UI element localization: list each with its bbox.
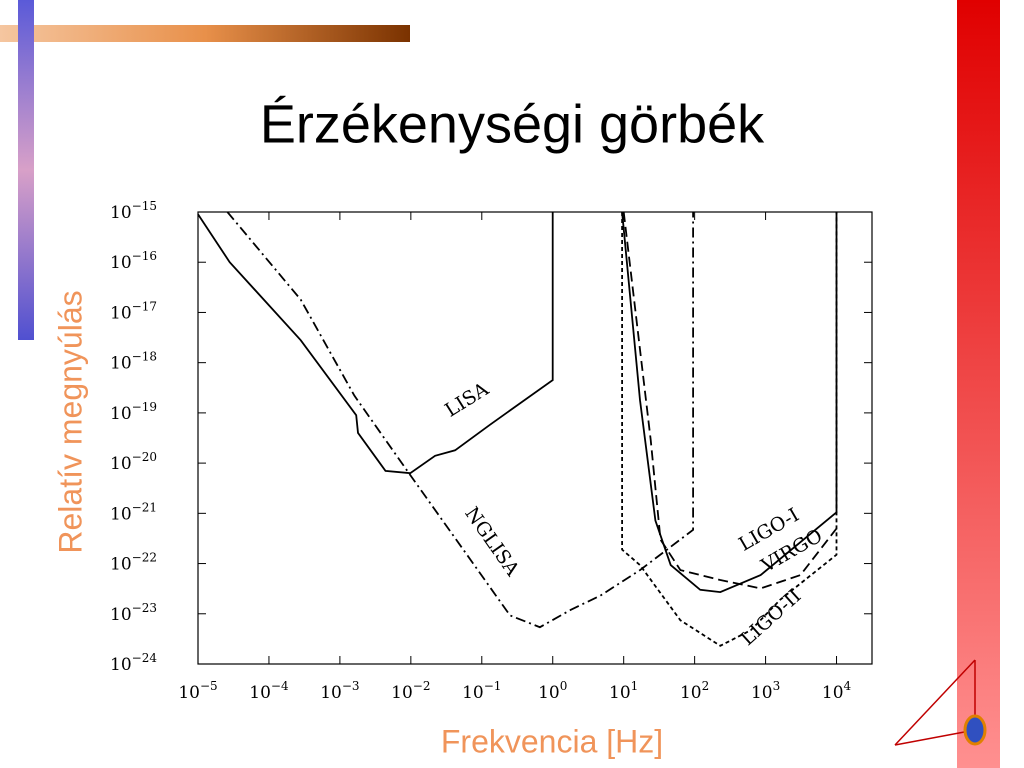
y-tick-label: 10−20 bbox=[110, 450, 157, 474]
decor-bar bbox=[18, 0, 34, 340]
y-tick-label: 10−16 bbox=[110, 249, 157, 273]
x-tick-label: 104 bbox=[822, 679, 852, 703]
decor-icon bbox=[894, 659, 987, 746]
curve bbox=[197, 212, 554, 475]
chart-title: Érzékenységi görbék bbox=[260, 94, 765, 154]
x-tick-label: 10−2 bbox=[391, 679, 430, 703]
x-tick-label: 10−3 bbox=[320, 679, 359, 703]
y-tick-label: 10−23 bbox=[110, 601, 157, 625]
curve-label: LIGO-II bbox=[736, 585, 805, 650]
curve-label: LISA bbox=[441, 378, 493, 422]
curve bbox=[621, 211, 838, 594]
curve-label: NGLISA bbox=[460, 503, 523, 580]
x-tick-label: 10−1 bbox=[462, 679, 501, 703]
x-tick-label: 10−4 bbox=[249, 679, 289, 703]
curve bbox=[622, 211, 838, 590]
x-axis-label: Frekvencia [Hz] bbox=[441, 723, 663, 759]
decor-bar bbox=[0, 25, 410, 42]
y-tick-label: 10−18 bbox=[110, 350, 157, 374]
y-tick-label: 10−24 bbox=[110, 651, 157, 675]
curve bbox=[226, 211, 694, 629]
x-tick-label: 103 bbox=[751, 679, 780, 703]
y-tick-label: 10−21 bbox=[110, 500, 157, 524]
y-tick-label: 10−17 bbox=[110, 299, 157, 323]
y-tick-label: 10−22 bbox=[110, 551, 157, 575]
x-tick-label: 101 bbox=[609, 679, 638, 703]
x-tick-label: 100 bbox=[538, 679, 567, 703]
decor-bar bbox=[957, 0, 1000, 768]
curve bbox=[621, 212, 838, 647]
x-tick-label: 102 bbox=[680, 679, 709, 703]
plot-frame bbox=[197, 211, 873, 665]
y-axis-label: Relatív megnyúlás bbox=[52, 290, 88, 553]
x-tick-label: 10−5 bbox=[178, 679, 217, 703]
y-tick-label: 10−15 bbox=[110, 199, 157, 223]
y-tick-label: 10−19 bbox=[110, 400, 157, 424]
